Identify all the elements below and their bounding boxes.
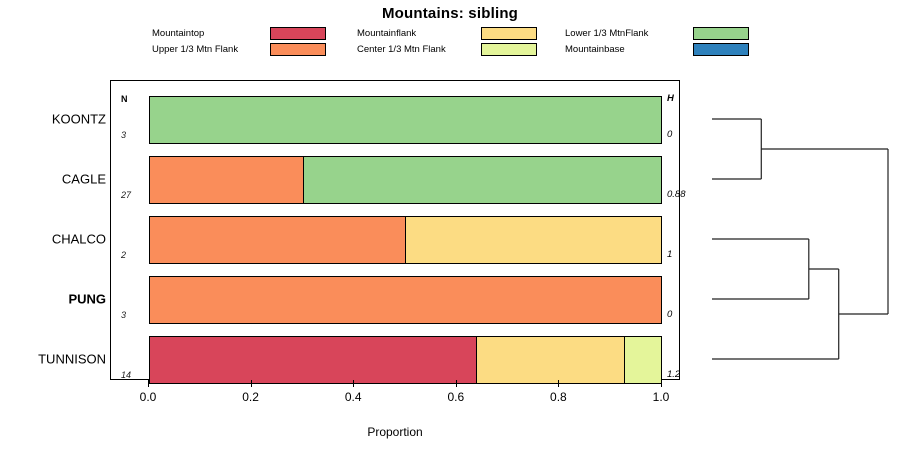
legend-label: Mountainflank <box>357 28 417 39</box>
stacked-bar-row <box>149 276 662 324</box>
x-tick-label: 1.0 <box>652 390 670 404</box>
legend-swatch-icon <box>270 27 326 40</box>
legend-swatch-icon <box>693 27 749 40</box>
h-value: 0.88 <box>667 189 686 200</box>
n-value: 27 <box>121 190 132 200</box>
h-value: 1.2 <box>667 369 681 380</box>
n-value: 3 <box>121 130 127 140</box>
dendrogram <box>690 80 895 380</box>
h-column-header: H <box>667 93 674 104</box>
stacked-bar-row <box>149 96 662 144</box>
x-tick <box>148 380 149 387</box>
legend-swatch-icon <box>693 43 749 56</box>
h-value: 1 <box>667 249 673 260</box>
stacked-bar-row <box>149 336 662 384</box>
row-label-pung: PUNG <box>68 291 106 307</box>
bar-segment <box>624 337 661 383</box>
x-axis-title: Proportion <box>367 425 423 439</box>
legend-label: Center 1/3 Mtn Flank <box>357 44 446 55</box>
bar-segment <box>150 97 661 143</box>
bar-segment <box>405 217 661 263</box>
legend-label: Mountainbase <box>565 44 625 55</box>
bar-segment <box>150 277 661 323</box>
bar-segment <box>150 217 405 263</box>
bar-segment <box>303 157 661 203</box>
n-column-header: N <box>121 94 128 104</box>
row-label-tunnison: TUNNISON <box>38 351 106 367</box>
x-tick-label: 0.2 <box>242 390 259 404</box>
x-tick <box>455 380 457 387</box>
x-tick <box>353 380 355 387</box>
row-label-cagle: CAGLE <box>61 171 106 187</box>
legend-label: Lower 1/3 MtnFlank <box>565 28 649 39</box>
dendrogram-svg <box>712 118 889 360</box>
legend-swatch-icon <box>481 43 537 56</box>
legend-label: Mountaintop <box>152 28 205 39</box>
x-tick <box>558 380 560 387</box>
row-label-chalco: CHALCO <box>51 231 106 247</box>
row-label-axis: KOONTZ CAGLE CHALCO PUNG TUNNISON <box>0 0 106 460</box>
h-value: 0 <box>667 309 673 320</box>
legend: Mountaintop Upper 1/3 Mtn Flank Mountain… <box>152 26 752 60</box>
stacked-bar-row <box>149 156 662 204</box>
x-tick-label: 0.6 <box>447 390 465 404</box>
legend-label: Upper 1/3 Mtn Flank <box>152 44 239 55</box>
bar-segment <box>475 337 625 383</box>
n-value: 14 <box>121 370 132 380</box>
x-axis: 0.0 0.2 0.4 0.6 0.8 1.0 <box>110 380 680 440</box>
bar-segment <box>150 157 303 203</box>
x-tick-label: 0.4 <box>344 390 362 404</box>
chart-title: Mountains: sibling <box>381 5 519 22</box>
stacked-bar-row <box>149 216 662 264</box>
h-value: 0 <box>667 129 673 140</box>
x-tick <box>250 380 252 387</box>
x-tick <box>661 380 662 387</box>
legend-swatch-icon <box>270 43 326 56</box>
n-value: 3 <box>121 310 127 320</box>
plot-panel: 3 0 27 0.88 2 1 3 0 14 1.2 N H <box>110 80 686 384</box>
row-label-koontz: KOONTZ <box>51 111 106 127</box>
x-tick-label: 0.8 <box>550 390 567 404</box>
x-tick-label: 0.0 <box>139 390 157 404</box>
n-value: 2 <box>121 250 127 260</box>
bar-segment <box>150 337 476 383</box>
legend-swatch-icon <box>481 27 537 40</box>
